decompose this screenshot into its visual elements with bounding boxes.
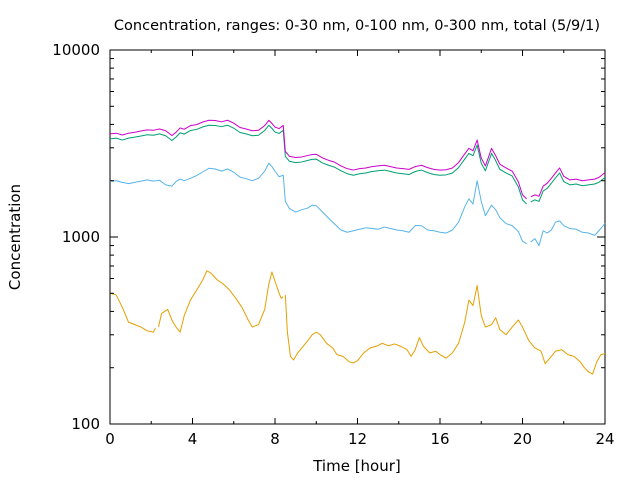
y-tick-label: 10000: [52, 41, 100, 59]
series-line-3: [109, 124, 606, 205]
y-tick-label: 1000: [62, 228, 100, 246]
series-line-1: [109, 270, 606, 375]
x-axis-label: Time [hour]: [312, 457, 401, 475]
y-axis: 100 1000 10000: [52, 41, 605, 433]
x-tick-label: 4: [188, 430, 198, 448]
plot-frame: [109, 49, 606, 425]
series-line-4: [109, 119, 606, 200]
x-tick-label: 16: [430, 430, 449, 448]
y-axis-label: Concentration: [6, 184, 24, 290]
x-tick-label: 8: [270, 430, 280, 448]
x-axis: 0 4 8 12 16 20 24: [105, 50, 615, 448]
x-tick-label: 20: [513, 430, 532, 448]
x-tick-label: 24: [595, 430, 614, 448]
series-layer: [109, 119, 606, 375]
x-tick-label: 12: [348, 430, 367, 448]
x-tick-label: 0: [105, 430, 115, 448]
chart-title: Concentration, ranges: 0-30 nm, 0-100 nm…: [114, 18, 600, 34]
y-tick-label: 100: [71, 415, 100, 433]
series-line-2: [109, 162, 606, 247]
